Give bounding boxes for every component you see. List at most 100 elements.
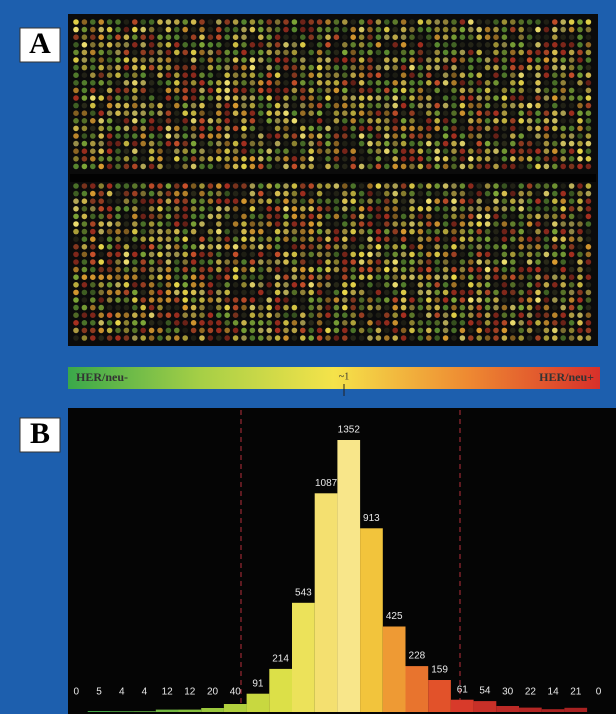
- bar: [496, 706, 519, 712]
- spot: [275, 80, 281, 86]
- spot: [300, 206, 306, 212]
- spot: [384, 42, 390, 48]
- spot: [258, 206, 264, 212]
- spot: [317, 118, 323, 124]
- spot: [342, 290, 348, 296]
- spot: [283, 229, 289, 235]
- spot: [560, 259, 566, 265]
- spot: [434, 80, 440, 86]
- spot: [493, 156, 499, 162]
- spot: [149, 42, 155, 48]
- spot: [191, 133, 197, 139]
- spot: [535, 214, 541, 220]
- spot: [107, 95, 113, 101]
- spot: [443, 50, 449, 56]
- spot: [73, 65, 79, 71]
- spot: [191, 229, 197, 235]
- spot: [275, 274, 281, 280]
- spot: [325, 183, 331, 189]
- spot: [124, 328, 130, 334]
- spot: [502, 320, 508, 326]
- spot: [485, 156, 491, 162]
- spot: [560, 141, 566, 147]
- spot: [392, 133, 398, 139]
- spot: [367, 297, 373, 303]
- spot: [434, 141, 440, 147]
- spot: [191, 214, 197, 220]
- spot: [250, 305, 256, 311]
- spot: [535, 290, 541, 296]
- spot: [434, 267, 440, 273]
- spot: [107, 133, 113, 139]
- spot: [258, 320, 264, 326]
- bar: [337, 440, 360, 712]
- spot: [384, 290, 390, 296]
- spot: [233, 183, 239, 189]
- spot: [124, 274, 130, 280]
- spot: [502, 103, 508, 109]
- spot: [124, 164, 130, 170]
- spot: [384, 229, 390, 235]
- spot: [384, 252, 390, 258]
- spot: [308, 88, 314, 94]
- spot: [493, 214, 499, 220]
- spot: [569, 126, 575, 132]
- spot: [409, 274, 415, 280]
- spot: [300, 282, 306, 288]
- spot: [552, 282, 558, 288]
- spot: [426, 290, 432, 296]
- spot: [182, 244, 188, 250]
- spot: [376, 320, 382, 326]
- spot: [90, 183, 96, 189]
- spot: [443, 164, 449, 170]
- spot: [560, 164, 566, 170]
- spot: [166, 312, 172, 318]
- spot: [208, 259, 214, 265]
- spot: [334, 267, 340, 273]
- spot: [376, 27, 382, 33]
- spot: [350, 103, 356, 109]
- spot: [544, 282, 550, 288]
- spot: [518, 164, 524, 170]
- spot: [367, 191, 373, 197]
- spot: [157, 252, 163, 258]
- spot: [275, 320, 281, 326]
- spot: [460, 88, 466, 94]
- spot: [544, 156, 550, 162]
- spot: [157, 95, 163, 101]
- spot: [468, 57, 474, 63]
- spot: [124, 103, 130, 109]
- spot: [317, 274, 323, 280]
- spot: [149, 214, 155, 220]
- spot: [569, 72, 575, 78]
- spot: [124, 206, 130, 212]
- spot: [518, 282, 524, 288]
- spot: [98, 95, 104, 101]
- spot: [350, 274, 356, 280]
- spot: [510, 236, 516, 242]
- spot: [384, 164, 390, 170]
- spot: [376, 305, 382, 311]
- spot: [392, 148, 398, 154]
- spot: [283, 65, 289, 71]
- spot: [132, 244, 138, 250]
- spot: [325, 50, 331, 56]
- spot: [325, 297, 331, 303]
- spot: [115, 290, 121, 296]
- spot: [434, 252, 440, 258]
- spot: [149, 110, 155, 116]
- spot: [560, 34, 566, 40]
- spot: [426, 42, 432, 48]
- spot: [216, 320, 222, 326]
- spot: [166, 282, 172, 288]
- spot: [258, 156, 264, 162]
- spot: [586, 191, 592, 197]
- spot: [502, 50, 508, 56]
- spot: [434, 50, 440, 56]
- spot: [426, 88, 432, 94]
- spot: [502, 72, 508, 78]
- spot: [308, 290, 314, 296]
- spot: [98, 42, 104, 48]
- spot: [233, 335, 239, 341]
- spot: [90, 290, 96, 296]
